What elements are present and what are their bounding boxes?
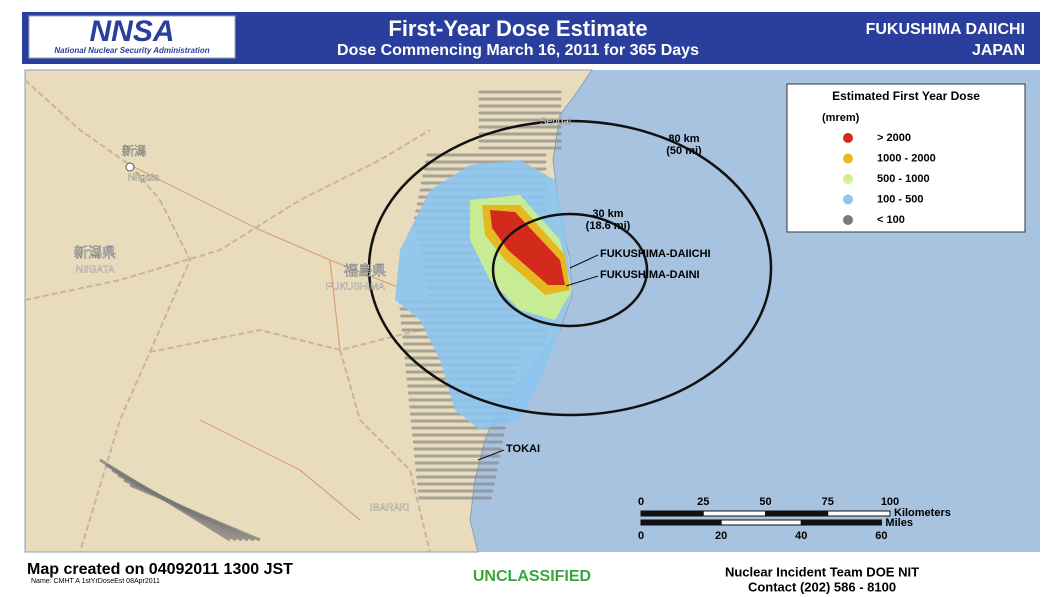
legend-swatch [843, 174, 853, 184]
legend-items: > 2000 1000 - 2000 500 - 1000 100 - 500 < 10… [843, 132, 936, 226]
place-label: 福島県 [344, 263, 386, 279]
dose-over-2000 [490, 210, 565, 285]
prefecture-border [24, 79, 431, 553]
ring-label: 80 km [668, 133, 699, 145]
scale-tick-label: 50 [759, 496, 771, 508]
scale-tick-label: 0 [638, 530, 644, 542]
scale-tick-label: 40 [795, 530, 807, 542]
scale-tick-label: 75 [822, 496, 834, 508]
ring-30km [491, 212, 649, 328]
place-label: Niigata [128, 173, 160, 184]
title: First-Year Dose Estimate [388, 16, 647, 41]
logo-box [28, 15, 236, 59]
leader [569, 254, 599, 269]
legend-label: 100 - 500 [877, 193, 923, 205]
scale-tick-label: 25 [697, 496, 709, 508]
country: JAPAN [972, 42, 1025, 59]
scale-tick-label: 60 [875, 530, 887, 542]
ring-sublabel: (50 mi) [666, 145, 702, 157]
scale-segment [640, 510, 704, 517]
classification: UNCLASSIFIED [473, 568, 591, 585]
legend-label: 1000 - 2000 [877, 152, 936, 164]
scale-tick-label: 20 [715, 530, 727, 542]
place-label: Sendai [540, 117, 571, 128]
contact: Contact (202) 586 - 8100 [748, 579, 896, 594]
leader [565, 275, 599, 287]
logo: NNSA [89, 15, 174, 48]
legend-swatch [843, 215, 853, 225]
legend [786, 83, 1026, 233]
place-label: IBARAKI [370, 503, 409, 514]
leader [477, 449, 505, 461]
place-label: FUKUSHIMA-DAINI [600, 269, 700, 281]
scale-tick-label: 100 [881, 496, 899, 508]
ring-label: 30 km [592, 208, 623, 220]
scale-unit: Miles [885, 517, 913, 529]
road [129, 164, 431, 521]
ring-sublabel: (18.6 mi) [586, 220, 631, 232]
subtitle: Dose Commencing March 16, 2011 for 365 D… [337, 42, 699, 59]
legend-label: > 2000 [877, 132, 911, 144]
scale-segment [800, 519, 882, 526]
scale-segment [827, 510, 891, 517]
place-label: 新潟 [122, 143, 146, 158]
created: Map created on 04092011 1300 JST [27, 561, 293, 578]
logo-caption: National Nuclear Security Administration [54, 46, 209, 55]
scale-segment [702, 510, 766, 517]
scale-segment [640, 519, 722, 526]
place-label: FUKUSHIMA-DAIICHI [600, 248, 711, 260]
legend-swatch [843, 153, 853, 164]
scale-segment [765, 510, 829, 517]
ring-80km [367, 119, 773, 417]
site: FUKUSHIMA DAIICHI [866, 21, 1025, 38]
flight-track [129, 483, 261, 542]
legend-label: 500 - 1000 [877, 173, 930, 185]
scale-segment [720, 519, 802, 526]
place-label: FUKUSHIMA [326, 282, 385, 293]
city-marker [125, 162, 135, 172]
scale-tick-label: 0 [638, 496, 644, 508]
map: 80 km (50 mi) 30 km (18.6 mi) FUKUSHIMA-… [24, 69, 1040, 553]
legend-title: Estimated First Year Dose [832, 89, 980, 103]
place-label: 新潟県 [74, 245, 116, 261]
legend-swatch [843, 194, 853, 205]
scale-unit: Kilometers [894, 507, 951, 519]
map-name: Name: CMHT A 1stYrDoseEst 08Apr2011 [31, 578, 160, 585]
legend-label: < 100 [877, 214, 905, 226]
place-label: TOKAI [506, 443, 540, 455]
team: Nuclear Incident Team DOE NIT [725, 564, 919, 579]
place-label: NIIGATA [76, 265, 115, 276]
legend-unit: (mrem) [822, 112, 860, 124]
legend-swatch [843, 133, 853, 143]
